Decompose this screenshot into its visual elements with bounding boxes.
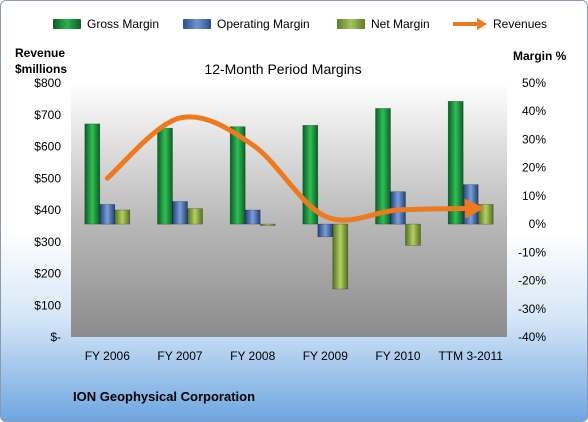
legend-label-revenues: Revenues [493,17,548,31]
bar-operating-margin-fy-2007 [172,201,188,225]
legend-label-gross-margin: Gross Margin [87,17,160,31]
chart-title: 12-Month Period Margins [204,61,361,77]
legend-label-operating-margin: Operating Margin [217,17,310,31]
right-tick-label: 0% [529,217,547,231]
bar-gross-margin-fy-2010 [375,108,391,225]
line-revenues [104,114,485,223]
legend-item-revenues: Revenues [453,13,547,35]
bar-net-margin-fy-2008 [259,223,276,226]
left-axis-title: Revenue $millions [15,45,67,77]
right-axis-title: Margin % [513,49,567,63]
legend-swatch-net-margin [337,19,365,29]
right-tick-label: -30% [518,302,546,316]
x-tick-label-fy-2008: FY 2008 [230,349,275,363]
left-tick-label: $200 [34,267,61,281]
bar-gross-margin-fy-2006 [84,123,101,225]
right-tick-label: 50% [522,76,546,90]
x-tick-label-fy-2007: FY 2007 [157,349,202,363]
legend: Gross Margin Operating Margin Net Margin… [1,13,587,35]
right-tick-label: -10% [518,245,546,259]
legend-item-net-margin: Net Margin [337,13,430,35]
left-tick-label: $600 [34,140,61,154]
bar-net-margin-fy-2010 [405,223,421,246]
bar-operating-margin-fy-2008 [244,209,261,225]
legend-item-operating-margin: Operating Margin [183,13,310,35]
x-tick-label-fy-2010: FY 2010 [375,349,420,363]
bar-gross-margin-fy-2007 [157,127,173,225]
left-tick-label: $400 [34,203,61,217]
left-tick-label: $800 [34,76,61,90]
legend-item-gross-margin: Gross Margin [53,13,159,35]
left-tick-label: $700 [34,108,61,122]
bar-operating-margin-fy-2006 [99,204,116,225]
right-tick-label: 10% [522,189,546,203]
legend-arrow-revenues-icon [453,18,487,30]
right-tick-label: 20% [522,161,546,175]
right-tick-label: -40% [518,330,546,344]
bar-net-margin-ttm-3-2011 [477,204,494,225]
legend-swatch-gross-margin [53,19,81,29]
bar-gross-margin-fy-2008 [229,126,246,225]
right-tick-label: 30% [522,132,546,146]
bar-gross-margin-ttm-3-2011 [447,101,464,225]
bar-net-margin-fy-2006 [114,209,131,225]
bar-net-margin-fy-2009 [332,223,349,290]
x-tick-label-fy-2009: FY 2009 [303,349,348,363]
left-tick-label: $300 [34,235,61,249]
legend-swatch-operating-margin [183,19,211,29]
right-tick-label: -20% [518,274,546,288]
left-tick-label: $- [50,330,61,344]
bar-operating-margin-fy-2009 [317,223,334,238]
right-tick-label: 40% [522,104,546,118]
x-tick-label-ttm-3-2011: TTM 3-2011 [438,349,503,363]
x-tick-label-fy-2006: FY 2006 [85,349,130,363]
left-axis-title-line1: Revenue [15,46,66,60]
legend-label-net-margin: Net Margin [371,17,430,31]
left-tick-label: $500 [34,171,61,185]
left-axis-title-line2: $millions [15,62,68,76]
company-name: ION Geophysical Corporation [73,389,256,404]
bar-net-margin-fy-2007 [187,208,203,225]
left-tick-label: $100 [34,298,61,312]
bar-operating-margin-ttm-3-2011 [462,184,479,225]
